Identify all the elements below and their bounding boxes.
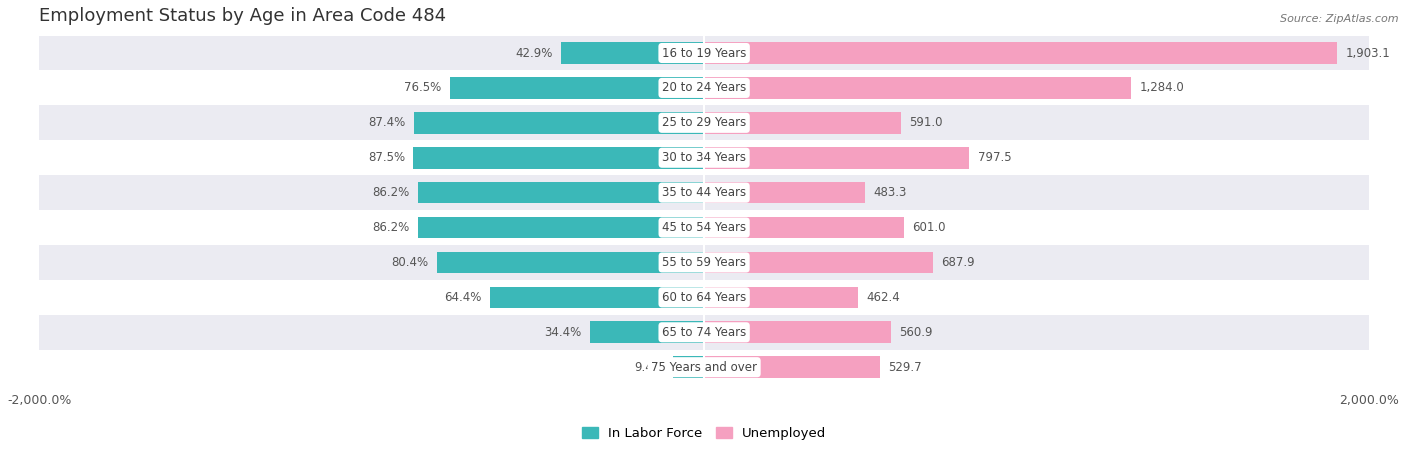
Text: 34.4%: 34.4% — [544, 326, 582, 339]
Text: 87.4%: 87.4% — [368, 116, 405, 129]
Text: 87.5%: 87.5% — [368, 151, 405, 164]
Bar — [704, 77, 1130, 99]
Bar — [589, 322, 704, 343]
Text: 65 to 74 Years: 65 to 74 Years — [662, 326, 747, 339]
Text: 80.4%: 80.4% — [391, 256, 429, 269]
Bar — [673, 356, 704, 378]
Bar — [418, 217, 704, 239]
Text: 462.4: 462.4 — [866, 291, 900, 304]
Text: 687.9: 687.9 — [941, 256, 974, 269]
Text: 30 to 34 Years: 30 to 34 Years — [662, 151, 747, 164]
Bar — [704, 182, 865, 203]
Bar — [704, 217, 904, 239]
Text: 797.5: 797.5 — [977, 151, 1011, 164]
Bar — [39, 140, 1369, 175]
Bar — [704, 112, 901, 133]
Text: 42.9%: 42.9% — [516, 46, 553, 60]
Bar — [413, 112, 704, 133]
Bar — [39, 280, 1369, 315]
Text: 560.9: 560.9 — [898, 326, 932, 339]
Text: 1,284.0: 1,284.0 — [1139, 82, 1184, 94]
Text: 86.2%: 86.2% — [373, 221, 409, 234]
Bar — [39, 106, 1369, 140]
Legend: In Labor Force, Unemployed: In Labor Force, Unemployed — [576, 422, 831, 446]
Bar — [39, 315, 1369, 350]
Text: 64.4%: 64.4% — [444, 291, 482, 304]
Text: 1,903.1: 1,903.1 — [1346, 46, 1391, 60]
Bar — [450, 77, 704, 99]
Text: 601.0: 601.0 — [912, 221, 946, 234]
Bar — [704, 356, 880, 378]
Bar — [704, 252, 932, 273]
Text: 55 to 59 Years: 55 to 59 Years — [662, 256, 747, 269]
Text: 60 to 64 Years: 60 to 64 Years — [662, 291, 747, 304]
Text: 86.2%: 86.2% — [373, 186, 409, 199]
Text: Employment Status by Age in Area Code 484: Employment Status by Age in Area Code 48… — [39, 7, 446, 25]
Bar — [704, 42, 1337, 64]
Text: 45 to 54 Years: 45 to 54 Years — [662, 221, 747, 234]
Bar — [704, 286, 858, 308]
Bar — [39, 350, 1369, 385]
Text: 35 to 44 Years: 35 to 44 Years — [662, 186, 747, 199]
Bar — [39, 210, 1369, 245]
Bar — [39, 70, 1369, 106]
Text: 483.3: 483.3 — [873, 186, 907, 199]
Text: 76.5%: 76.5% — [404, 82, 441, 94]
Bar — [437, 252, 704, 273]
Bar — [704, 322, 890, 343]
Text: 16 to 19 Years: 16 to 19 Years — [662, 46, 747, 60]
Text: 75 Years and over: 75 Years and over — [651, 361, 756, 374]
Bar — [561, 42, 704, 64]
Text: 25 to 29 Years: 25 to 29 Years — [662, 116, 747, 129]
Bar — [39, 175, 1369, 210]
Bar — [491, 286, 704, 308]
Bar — [704, 147, 969, 169]
Text: 9.4%: 9.4% — [634, 361, 665, 374]
Text: 591.0: 591.0 — [908, 116, 942, 129]
Bar — [39, 245, 1369, 280]
Bar — [418, 182, 704, 203]
Bar — [39, 36, 1369, 70]
Bar — [413, 147, 704, 169]
Text: 20 to 24 Years: 20 to 24 Years — [662, 82, 747, 94]
Text: 529.7: 529.7 — [889, 361, 922, 374]
Text: Source: ZipAtlas.com: Source: ZipAtlas.com — [1281, 14, 1399, 23]
